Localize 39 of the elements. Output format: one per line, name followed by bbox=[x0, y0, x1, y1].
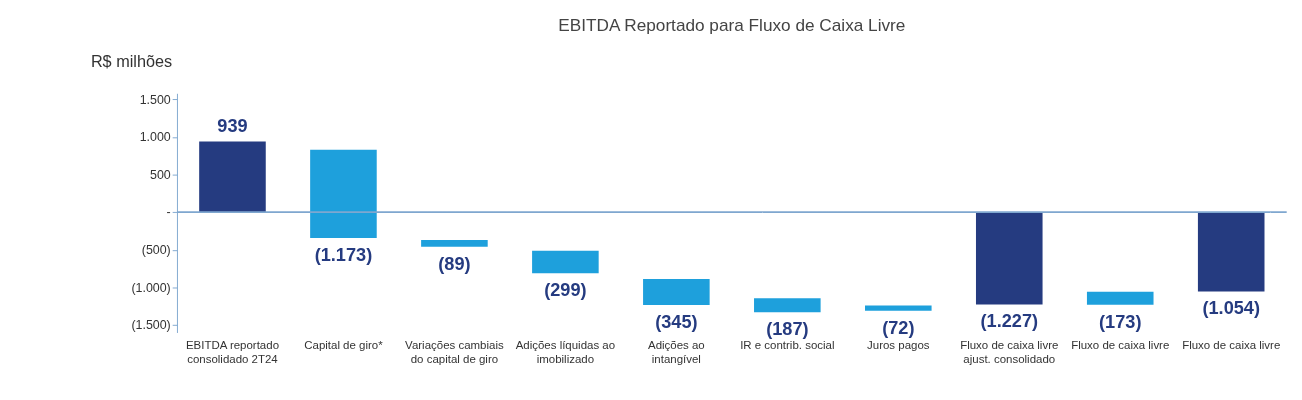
bar bbox=[199, 141, 266, 213]
x-tick-label: Adições ao intangível bbox=[647, 339, 705, 365]
bar bbox=[643, 279, 710, 306]
x-tick-label: Capital de giro* bbox=[304, 339, 384, 352]
data-label: (1.054) bbox=[1202, 298, 1260, 319]
data-label: 939 bbox=[217, 115, 248, 136]
bar bbox=[310, 149, 377, 238]
y-tick-label: 1.500 bbox=[139, 92, 171, 107]
x-tick-label: Fluxo de caixa livre ajust. consolidado bbox=[960, 339, 1059, 365]
bar bbox=[1197, 212, 1265, 292]
x-tick-label: Juros pagos bbox=[867, 339, 930, 352]
data-label: (299) bbox=[544, 280, 587, 301]
data-label: (1.227) bbox=[980, 311, 1039, 332]
bar bbox=[975, 212, 1043, 305]
y-tick-label: - bbox=[166, 205, 171, 220]
bar bbox=[421, 239, 488, 247]
y-tick-label: (500) bbox=[141, 243, 171, 258]
y-axis-title: R$ milhões bbox=[90, 52, 173, 71]
y-tick-label: 500 bbox=[150, 167, 171, 182]
y-tick-label: (1.500) bbox=[131, 318, 171, 333]
x-tick-label: Fluxo de caixa livre bbox=[1071, 339, 1170, 352]
data-label: (72) bbox=[882, 317, 915, 338]
y-tick-label: 1.000 bbox=[139, 130, 171, 145]
bar bbox=[532, 250, 599, 274]
data-label: (89) bbox=[438, 253, 471, 274]
data-label: (187) bbox=[766, 319, 809, 340]
chart-title: EBITDA Reportado para Fluxo de Caixa Livre bbox=[558, 15, 906, 36]
data-label: (1.173) bbox=[314, 244, 373, 265]
data-label: (173) bbox=[1099, 311, 1142, 332]
data-label: (345) bbox=[655, 311, 698, 332]
y-tick-label: (1.000) bbox=[131, 280, 171, 295]
x-tick-label: Variações cambiais do capital de giro bbox=[405, 339, 504, 365]
bar bbox=[754, 298, 821, 313]
x-tick-label: Adições líquidas ao imobilizado bbox=[515, 339, 616, 365]
x-tick-label: IR e contrib. social bbox=[740, 339, 835, 352]
x-tick-label: Fluxo de caixa livre bbox=[1182, 339, 1281, 352]
x-tick-label: EBITDA reportado consolidado 2T24 bbox=[185, 339, 279, 365]
bar bbox=[1086, 291, 1154, 305]
bar bbox=[865, 305, 932, 311]
